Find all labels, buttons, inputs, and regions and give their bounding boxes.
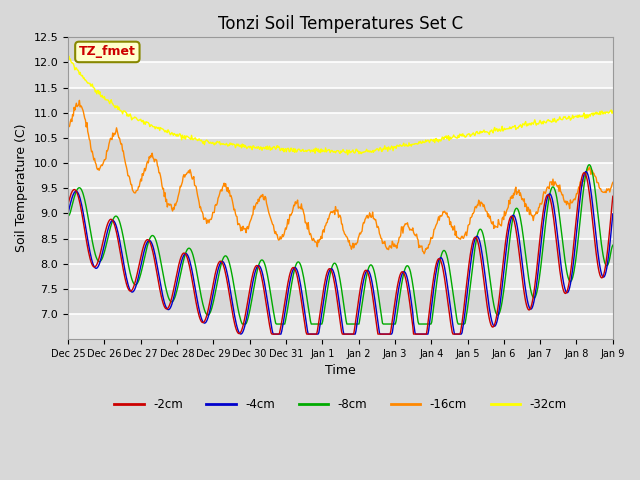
-2cm: [423, 326, 431, 332]
-4cm: [408, 299, 415, 304]
Bar: [68, 239, 613, 264]
X-axis label: Time: Time: [325, 364, 356, 377]
-32cm: [186, 136, 194, 142]
-2cm: [214, 261, 222, 267]
Line: -32cm: -32cm: [68, 56, 613, 155]
-8cm: [408, 273, 415, 278]
-4cm: [423, 331, 431, 337]
-8cm: [186, 245, 193, 251]
Bar: [68, 62, 613, 88]
-16cm: [76, 97, 83, 103]
Legend: -2cm, -4cm, -8cm, -16cm, -32cm: -2cm, -4cm, -8cm, -16cm, -32cm: [109, 393, 572, 416]
-2cm: [74, 192, 82, 198]
-16cm: [424, 245, 432, 251]
-16cm: [64, 127, 72, 132]
-4cm: [64, 211, 72, 216]
-4cm: [609, 211, 617, 217]
-2cm: [186, 263, 193, 268]
-4cm: [582, 169, 590, 175]
Bar: [68, 264, 613, 289]
Title: Tonzi Soil Temperatures Set C: Tonzi Soil Temperatures Set C: [218, 15, 463, 33]
-16cm: [186, 167, 194, 172]
-2cm: [580, 170, 588, 176]
-4cm: [214, 267, 222, 273]
Bar: [68, 138, 613, 163]
-8cm: [586, 162, 593, 168]
Bar: [68, 289, 613, 314]
-16cm: [131, 190, 138, 196]
-4cm: [186, 256, 193, 262]
Line: -4cm: -4cm: [68, 172, 613, 334]
Bar: [68, 37, 613, 62]
-8cm: [239, 321, 246, 327]
Text: TZ_fmet: TZ_fmet: [79, 46, 136, 59]
-16cm: [215, 193, 223, 199]
Bar: [68, 188, 613, 214]
Line: -2cm: -2cm: [68, 173, 613, 334]
-2cm: [130, 283, 138, 289]
-16cm: [609, 180, 617, 185]
-2cm: [609, 193, 617, 199]
-2cm: [408, 312, 415, 318]
-4cm: [74, 190, 82, 195]
-2cm: [64, 202, 72, 207]
-16cm: [420, 251, 428, 257]
Bar: [68, 88, 613, 113]
Bar: [68, 214, 613, 239]
-32cm: [75, 69, 83, 74]
-8cm: [609, 242, 617, 248]
-8cm: [64, 213, 72, 219]
-8cm: [423, 321, 431, 327]
-32cm: [424, 137, 432, 143]
-32cm: [609, 108, 617, 114]
-2cm: [268, 331, 276, 337]
-32cm: [64, 55, 72, 60]
-32cm: [215, 140, 223, 145]
-4cm: [269, 331, 277, 337]
-32cm: [344, 152, 351, 157]
Bar: [68, 163, 613, 188]
-16cm: [408, 227, 415, 233]
-16cm: [74, 103, 82, 109]
-32cm: [131, 114, 138, 120]
-8cm: [130, 281, 138, 287]
-4cm: [130, 288, 138, 294]
-8cm: [74, 186, 82, 192]
-8cm: [214, 276, 222, 281]
-32cm: [408, 141, 416, 147]
Y-axis label: Soil Temperature (C): Soil Temperature (C): [15, 124, 28, 252]
Bar: [68, 113, 613, 138]
Line: -8cm: -8cm: [68, 165, 613, 324]
-32cm: [65, 53, 72, 59]
Line: -16cm: -16cm: [68, 100, 613, 254]
